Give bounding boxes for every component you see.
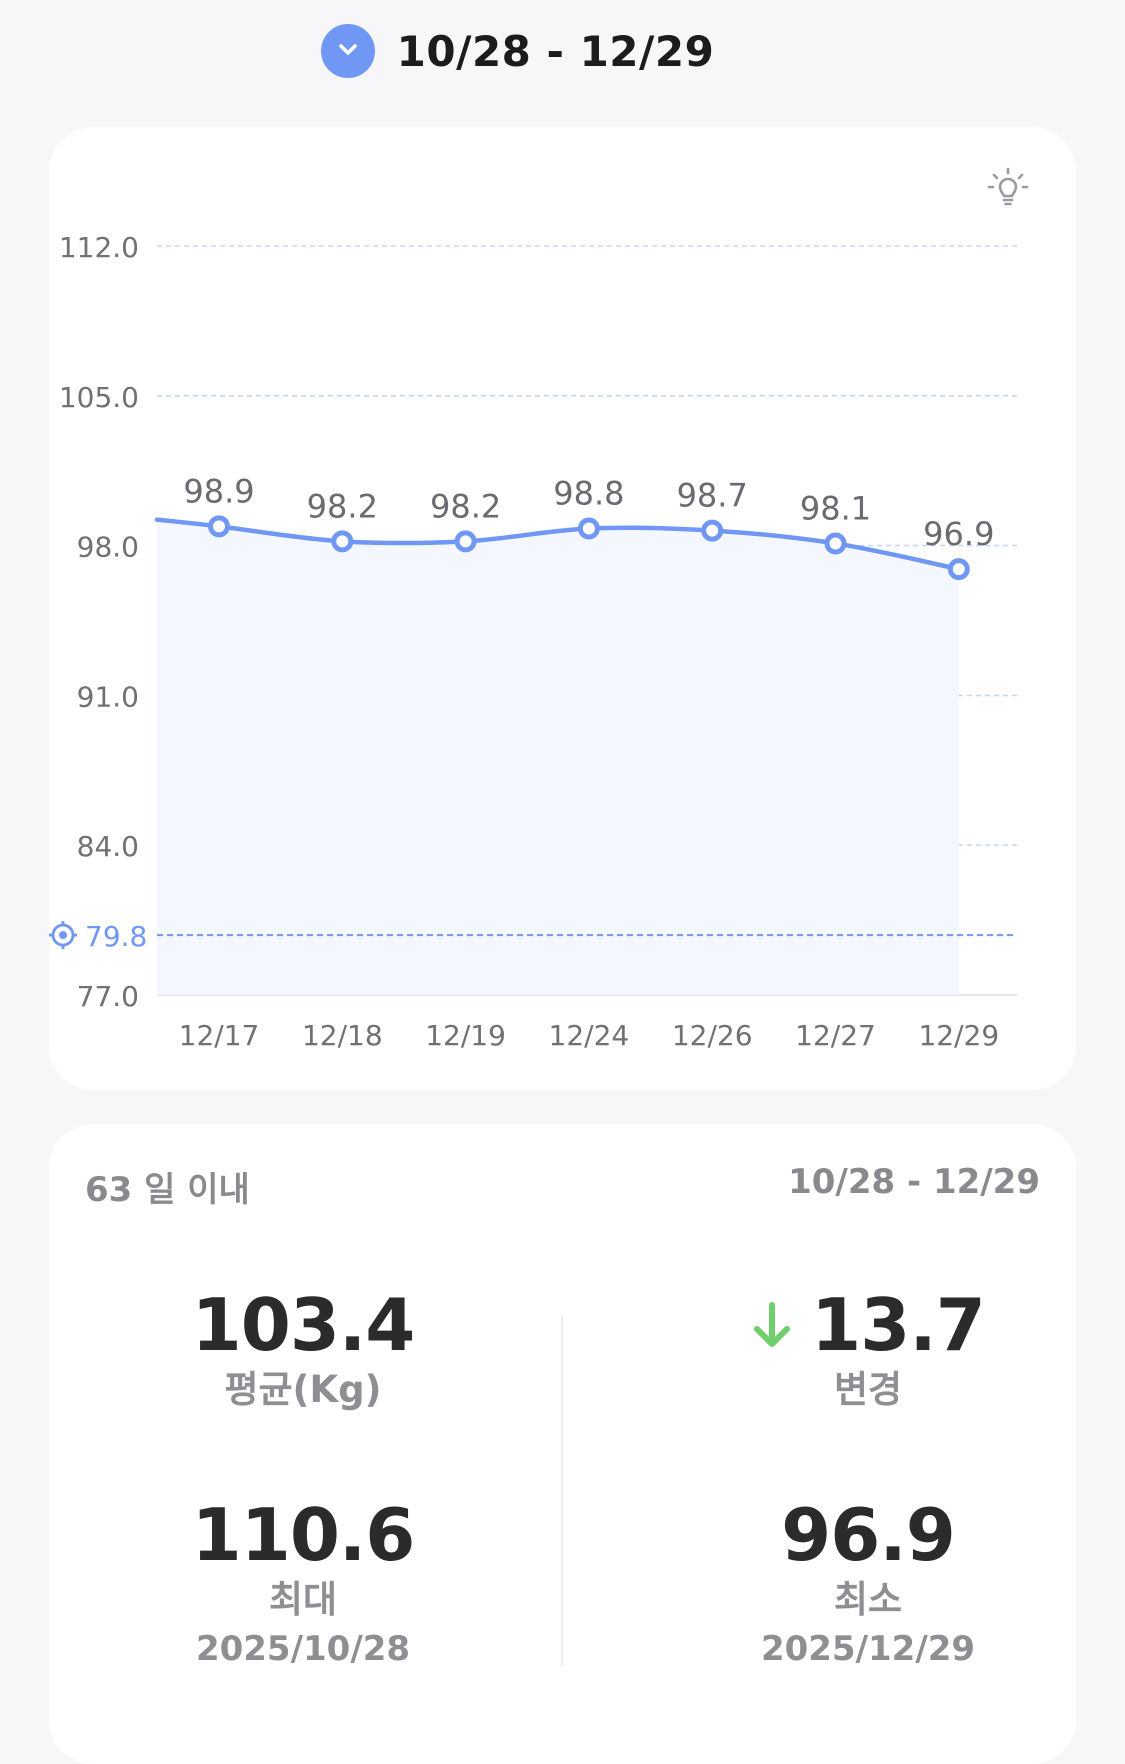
data-label: 98.9 xyxy=(183,472,254,510)
goal-label: 79.8 xyxy=(85,920,147,953)
x-tick-label: 12/24 xyxy=(549,1019,630,1052)
range-toggle-button[interactable] xyxy=(320,24,375,78)
data-point xyxy=(701,519,724,542)
max-date: 2025/10/28 xyxy=(195,1629,411,1669)
x-tick-label: 12/19 xyxy=(425,1019,506,1052)
date-range-selector[interactable]: 10/28 - 12/29 xyxy=(320,24,715,78)
lightbulb-icon xyxy=(983,163,1033,217)
data-point xyxy=(577,517,600,540)
y-tick-label: 84.0 xyxy=(77,830,139,863)
change-value: 13.7 xyxy=(811,1283,986,1367)
change-stat: 13.7 변경 xyxy=(668,1284,1068,1414)
min-date: 2025/12/29 xyxy=(760,1629,976,1669)
stats-card: 63 일 이내 10/28 - 12/29 103.4 평균(Kg) 13.7 … xyxy=(49,1124,1076,1764)
x-tick-label: 12/29 xyxy=(918,1019,999,1052)
data-point xyxy=(331,530,354,553)
chart-area-fill xyxy=(157,519,959,995)
stats-divider xyxy=(561,1316,563,1666)
y-tick-label: 98.0 xyxy=(77,531,139,564)
chevron-down-icon xyxy=(335,36,361,66)
data-point xyxy=(454,530,477,553)
min-label: 최소 xyxy=(833,1578,903,1621)
max-value: 110.6 xyxy=(191,1493,416,1577)
data-label: 98.8 xyxy=(553,474,624,512)
x-tick-label: 12/17 xyxy=(179,1019,260,1052)
y-tick-label: 77.0 xyxy=(77,980,139,1013)
x-tick-label: 12/18 xyxy=(302,1019,383,1052)
stats-period-label: 63 일 이내 xyxy=(85,1170,250,1210)
x-tick-label: 12/26 xyxy=(672,1019,753,1052)
data-point xyxy=(824,532,847,555)
stats-range-label: 10/28 - 12/29 xyxy=(788,1162,1040,1202)
x-tick-label: 12/27 xyxy=(795,1019,876,1052)
data-label: 98.2 xyxy=(430,487,501,525)
arrow-down-icon xyxy=(751,1299,793,1355)
data-label: 98.1 xyxy=(800,489,871,527)
data-label: 98.7 xyxy=(677,477,748,515)
target-icon xyxy=(49,921,77,950)
min-value: 96.9 xyxy=(781,1493,956,1577)
data-point xyxy=(208,515,230,538)
change-label: 변경 xyxy=(833,1368,903,1411)
y-tick-label: 112.0 xyxy=(59,231,139,264)
max-label: 최대 xyxy=(268,1578,338,1621)
tip-button[interactable] xyxy=(980,162,1036,218)
average-stat: 103.4 평균(Kg) xyxy=(103,1284,503,1414)
weight-line-chart: 112.0 105.0 98.0 91.0 84.0 77.0 79.8 98.9 12/17 9… xyxy=(49,231,1017,1052)
weight-chart-card: 112.0 105.0 98.0 91.0 84.0 77.0 79.8 98.9 12/17 9… xyxy=(49,127,1076,1090)
y-tick-label: 105.0 xyxy=(59,381,139,414)
average-label: 평균(Kg) xyxy=(224,1368,382,1411)
min-stat: 96.9 최소 2025/12/29 xyxy=(668,1494,1068,1674)
date-range-title: 10/28 - 12/29 xyxy=(396,26,715,76)
data-point xyxy=(947,558,970,581)
y-tick-label: 91.0 xyxy=(77,680,139,713)
data-label: 98.2 xyxy=(307,487,378,525)
header: 10/28 - 12/29 xyxy=(0,0,1125,110)
average-value: 103.4 xyxy=(191,1283,416,1367)
max-stat: 110.6 최대 2025/10/28 xyxy=(103,1494,503,1674)
data-label: 96.9 xyxy=(923,515,994,553)
